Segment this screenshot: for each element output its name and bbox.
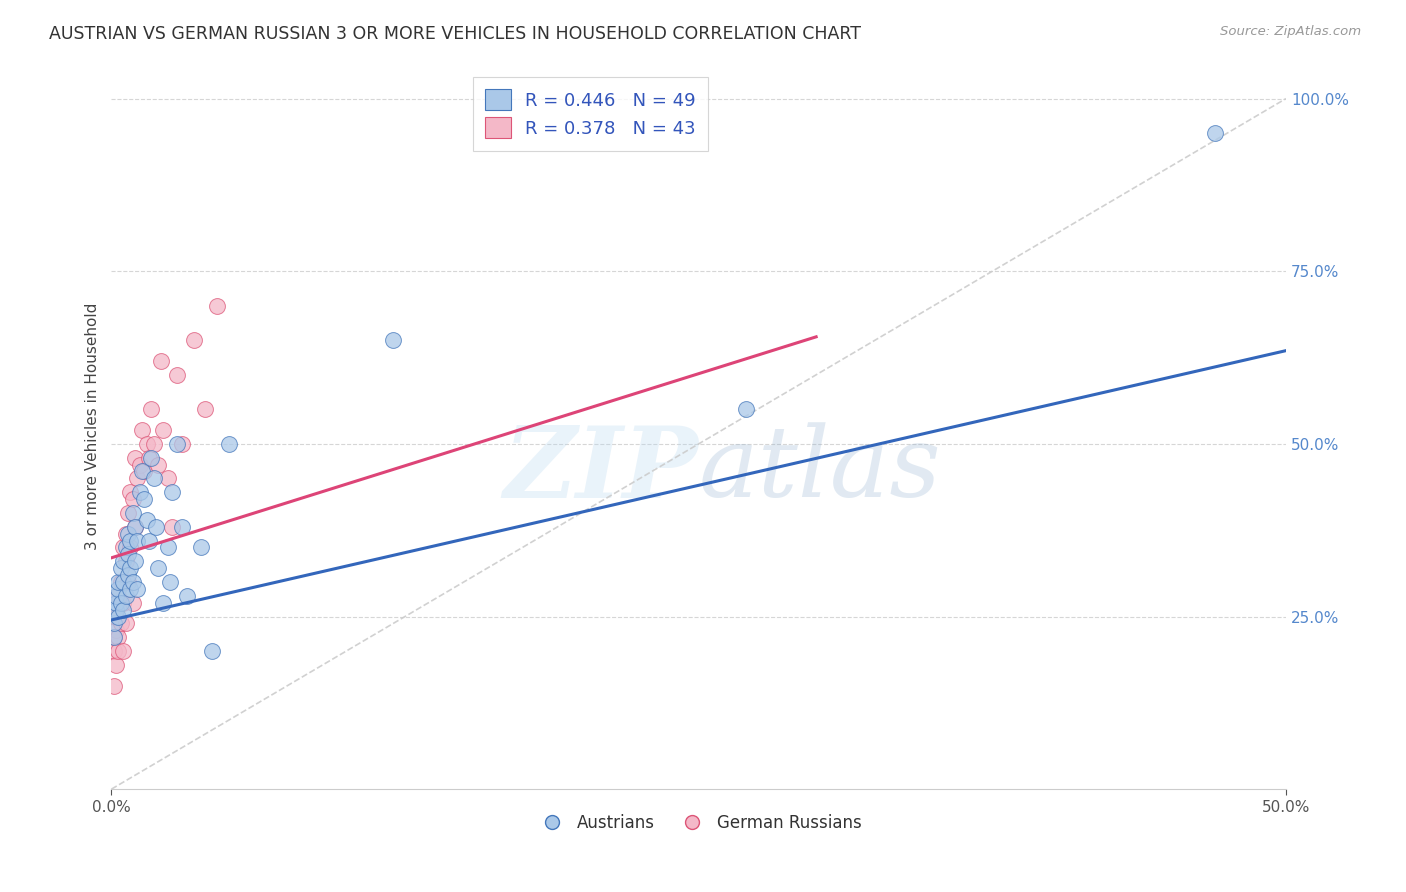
- Point: [734, 402, 756, 417]
- Point: [145, 520, 167, 534]
- Point: [170, 437, 193, 451]
- Text: ZIP: ZIP: [503, 422, 699, 518]
- Point: [112, 596, 135, 610]
- Point: [124, 450, 146, 465]
- Point: [114, 554, 136, 568]
- Point: [117, 574, 139, 589]
- Point: [120, 582, 142, 596]
- Point: [218, 437, 240, 451]
- Point: [114, 616, 136, 631]
- Point: [127, 533, 149, 548]
- Text: Source: ZipAtlas.com: Source: ZipAtlas.com: [1220, 25, 1361, 38]
- Point: [114, 589, 136, 603]
- Point: [138, 533, 160, 548]
- Point: [135, 513, 157, 527]
- Point: [134, 465, 156, 479]
- Point: [156, 541, 179, 555]
- Point: [105, 589, 128, 603]
- Point: [121, 574, 143, 589]
- Point: [103, 630, 125, 644]
- Point: [114, 526, 136, 541]
- Point: [148, 561, 170, 575]
- Point: [148, 458, 170, 472]
- Point: [110, 616, 132, 631]
- Point: [112, 541, 135, 555]
- Point: [124, 520, 146, 534]
- Point: [105, 602, 128, 616]
- Point: [183, 333, 205, 347]
- Point: [159, 574, 181, 589]
- Point: [112, 574, 135, 589]
- Point: [107, 644, 129, 658]
- Point: [103, 679, 125, 693]
- Point: [121, 596, 143, 610]
- Point: [166, 368, 188, 382]
- Point: [131, 423, 153, 437]
- Point: [107, 589, 129, 603]
- Point: [1204, 126, 1226, 140]
- Point: [201, 644, 224, 658]
- Text: AUSTRIAN VS GERMAN RUSSIAN 3 OR MORE VEHICLES IN HOUSEHOLD CORRELATION CHART: AUSTRIAN VS GERMAN RUSSIAN 3 OR MORE VEH…: [49, 25, 862, 43]
- Point: [105, 624, 128, 638]
- Point: [176, 589, 198, 603]
- Point: [128, 485, 150, 500]
- Point: [117, 547, 139, 561]
- Point: [127, 582, 149, 596]
- Point: [124, 520, 146, 534]
- Point: [103, 630, 125, 644]
- Point: [120, 485, 142, 500]
- Point: [166, 437, 188, 451]
- Point: [117, 506, 139, 520]
- Point: [110, 561, 132, 575]
- Point: [128, 458, 150, 472]
- Point: [156, 471, 179, 485]
- Point: [127, 471, 149, 485]
- Point: [110, 574, 132, 589]
- Point: [107, 609, 129, 624]
- Point: [107, 574, 129, 589]
- Point: [142, 437, 165, 451]
- Point: [124, 554, 146, 568]
- Point: [110, 596, 132, 610]
- Point: [194, 402, 217, 417]
- Point: [112, 644, 135, 658]
- Point: [112, 602, 135, 616]
- Point: [105, 609, 128, 624]
- Point: [152, 596, 174, 610]
- Point: [117, 568, 139, 582]
- Point: [152, 423, 174, 437]
- Point: [138, 450, 160, 465]
- Point: [382, 333, 405, 347]
- Point: [141, 402, 163, 417]
- Point: [142, 471, 165, 485]
- Point: [162, 485, 184, 500]
- Point: [162, 520, 184, 534]
- Point: [107, 582, 129, 596]
- Point: [120, 561, 142, 575]
- Point: [103, 616, 125, 631]
- Point: [205, 299, 228, 313]
- Point: [120, 541, 142, 555]
- Point: [134, 492, 156, 507]
- Point: [107, 630, 129, 644]
- Point: [117, 526, 139, 541]
- Point: [170, 520, 193, 534]
- Point: [121, 506, 143, 520]
- Point: [141, 450, 163, 465]
- Point: [103, 644, 125, 658]
- Point: [131, 465, 153, 479]
- Y-axis label: 3 or more Vehicles in Household: 3 or more Vehicles in Household: [86, 303, 100, 550]
- Point: [120, 533, 142, 548]
- Text: atlas: atlas: [699, 423, 942, 517]
- Point: [121, 492, 143, 507]
- Legend: R = 0.446   N = 49, R = 0.378   N = 43: R = 0.446 N = 49, R = 0.378 N = 43: [472, 77, 709, 151]
- Point: [149, 354, 172, 368]
- Point: [190, 541, 212, 555]
- Point: [135, 437, 157, 451]
- Point: [105, 657, 128, 672]
- Point: [112, 554, 135, 568]
- Point: [105, 596, 128, 610]
- Point: [114, 541, 136, 555]
